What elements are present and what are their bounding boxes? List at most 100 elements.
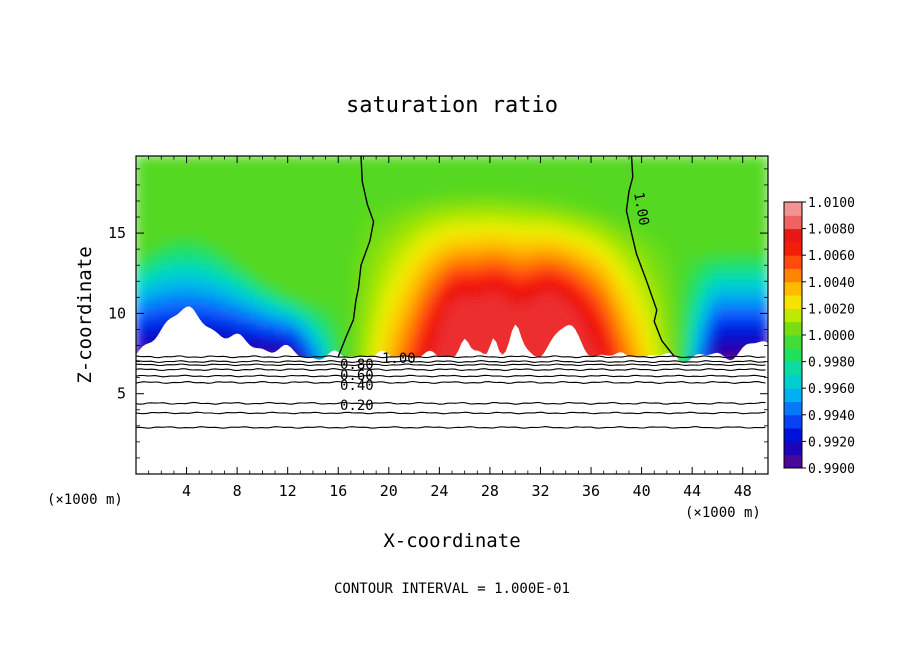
field-cell bbox=[432, 256, 441, 263]
field-cell bbox=[564, 164, 574, 172]
field-cell bbox=[488, 318, 498, 326]
field-cell bbox=[539, 174, 548, 182]
field-cell bbox=[394, 318, 403, 326]
field-cell bbox=[217, 323, 226, 331]
field-cell bbox=[438, 241, 447, 249]
field-cell bbox=[577, 212, 586, 220]
field-cell bbox=[318, 256, 327, 263]
field-cell bbox=[160, 265, 169, 273]
field-cell bbox=[558, 280, 567, 288]
field-cell bbox=[406, 314, 416, 321]
field-cell bbox=[577, 275, 586, 283]
field-cell bbox=[476, 159, 485, 167]
field-cell bbox=[596, 188, 605, 196]
field-cell bbox=[280, 289, 289, 297]
field-cell bbox=[451, 270, 460, 278]
field-cell bbox=[311, 333, 321, 341]
field-cell bbox=[274, 299, 283, 307]
field-cell bbox=[255, 159, 264, 167]
field-cell bbox=[217, 193, 226, 201]
field-cell bbox=[526, 208, 536, 215]
field-cell bbox=[545, 156, 555, 162]
field-cell bbox=[501, 164, 510, 172]
field-cell bbox=[501, 318, 510, 326]
field-cell bbox=[324, 309, 333, 316]
field-cell bbox=[324, 323, 333, 331]
field-cell bbox=[337, 203, 346, 210]
field-cell bbox=[229, 270, 239, 278]
field-cell bbox=[141, 198, 150, 206]
field-cell bbox=[609, 347, 618, 355]
field-cell bbox=[210, 217, 220, 225]
field-cell bbox=[299, 203, 308, 210]
field-cell bbox=[602, 193, 611, 201]
field-cell bbox=[463, 246, 472, 254]
field-cell bbox=[501, 265, 510, 273]
field-cell bbox=[394, 164, 403, 172]
field-cell bbox=[349, 328, 359, 336]
field-cell bbox=[280, 256, 289, 263]
field-cell bbox=[229, 183, 239, 191]
field-cell bbox=[242, 236, 251, 244]
field-cell bbox=[261, 208, 270, 215]
field-cell bbox=[153, 169, 163, 177]
field-cell bbox=[482, 256, 491, 263]
field-cell bbox=[507, 314, 517, 321]
field-cell bbox=[507, 251, 517, 259]
field-cell bbox=[463, 169, 472, 177]
field-cell bbox=[160, 227, 169, 235]
field-cell bbox=[210, 198, 220, 206]
field-cell bbox=[609, 265, 618, 273]
field-cell bbox=[444, 289, 453, 297]
field-cell bbox=[299, 318, 308, 326]
field-cell bbox=[564, 294, 574, 302]
field-cell bbox=[394, 188, 403, 196]
field-cell bbox=[583, 227, 593, 235]
field-cell bbox=[261, 342, 270, 350]
field-cell bbox=[362, 299, 371, 307]
field-cell bbox=[444, 212, 453, 220]
field-cell bbox=[577, 203, 586, 210]
field-cell bbox=[166, 294, 175, 302]
field-cell bbox=[223, 333, 232, 341]
field-cell bbox=[406, 183, 416, 191]
field-cell bbox=[153, 156, 163, 162]
field-cell bbox=[236, 179, 245, 186]
field-cell bbox=[293, 265, 302, 273]
field-cell bbox=[444, 217, 453, 225]
field-cell bbox=[153, 217, 163, 225]
field-cell bbox=[413, 193, 422, 201]
field-cell bbox=[507, 289, 517, 297]
field-cell bbox=[457, 256, 466, 263]
field-cell bbox=[375, 217, 384, 225]
field-cell bbox=[387, 352, 397, 360]
field-cell bbox=[451, 294, 460, 302]
field-cell bbox=[337, 212, 346, 220]
field-cell bbox=[533, 236, 542, 244]
field-cell bbox=[141, 208, 150, 215]
field-cell bbox=[545, 309, 555, 316]
field-cell bbox=[274, 342, 283, 350]
field-cell bbox=[545, 256, 555, 263]
field-cell bbox=[198, 179, 207, 186]
field-cell bbox=[349, 179, 359, 186]
field-cell bbox=[223, 280, 232, 288]
field-cell bbox=[596, 203, 605, 210]
field-cell bbox=[204, 193, 213, 201]
field-cell bbox=[482, 159, 491, 167]
field-cell bbox=[571, 156, 580, 162]
field-cell bbox=[198, 314, 207, 321]
field-cell bbox=[609, 309, 618, 316]
field-cell bbox=[469, 275, 479, 283]
field-cell bbox=[526, 256, 536, 263]
field-cell bbox=[242, 299, 251, 307]
field-cell bbox=[552, 227, 561, 235]
field-cell bbox=[311, 309, 321, 316]
field-cell bbox=[274, 156, 283, 162]
field-cell bbox=[141, 251, 150, 259]
field-cell bbox=[583, 289, 593, 297]
field-cell bbox=[381, 183, 390, 191]
field-cell bbox=[368, 203, 378, 210]
field-cell bbox=[520, 314, 529, 321]
field-cell bbox=[198, 294, 207, 302]
